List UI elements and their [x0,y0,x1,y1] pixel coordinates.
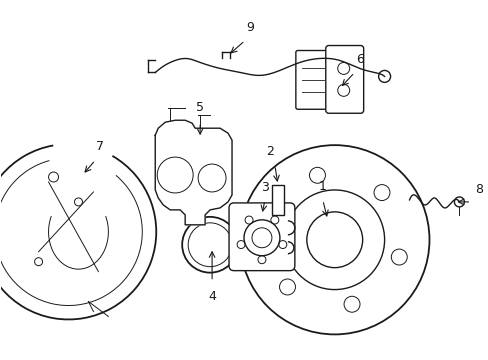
FancyBboxPatch shape [228,203,294,271]
Text: 9: 9 [245,21,253,33]
Text: 8: 8 [474,183,482,196]
FancyBboxPatch shape [295,50,329,109]
Text: 2: 2 [265,145,273,158]
Text: 7: 7 [96,140,104,153]
Text: 1: 1 [318,180,326,193]
Polygon shape [155,120,232,225]
Text: 6: 6 [355,53,363,67]
Text: 4: 4 [208,289,216,302]
Bar [271,185,284,215]
Text: 3: 3 [261,181,268,194]
FancyBboxPatch shape [325,45,363,113]
Text: 5: 5 [196,101,203,114]
